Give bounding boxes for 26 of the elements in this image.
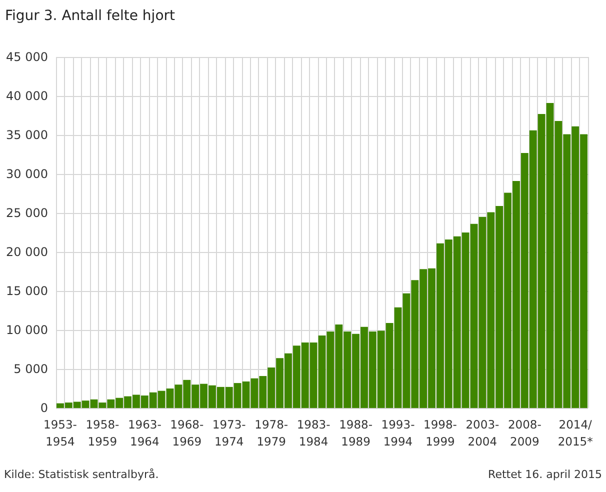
y-tick-label: 25 000 <box>6 206 48 220</box>
x-tick-label: 1988-1989 <box>339 418 372 448</box>
x-tick-label: 2003-2004 <box>466 418 500 448</box>
y-tick-label: 45 000 <box>6 50 48 64</box>
x-tick-label: 2014/2015* <box>558 418 594 448</box>
y-tick-label: 10 000 <box>6 323 48 337</box>
y-tick-label: 15 000 <box>6 284 48 298</box>
x-tick-label: 1973-1974 <box>212 418 246 448</box>
text: Kilde: Statistisk sentralbyrå. <box>4 468 159 481</box>
chart-title: Figur 3. Antall felte hjort <box>5 8 176 24</box>
x-tick-label: 1963-1964 <box>128 418 162 448</box>
y-tick-label: 30 000 <box>6 167 48 181</box>
x-tick-label: 1978-1979 <box>254 418 288 448</box>
y-tick-label: 35 000 <box>6 128 48 142</box>
y-tick-label: 40 000 <box>6 89 48 103</box>
x-tick-label: 1953-1954 <box>44 418 77 448</box>
x-tick-label: 1968-1969 <box>170 418 204 448</box>
x-tick-label: 1998-1999 <box>424 418 457 448</box>
text: Rettet 16. april 2015 <box>488 468 602 481</box>
y-tick-label: 0 <box>40 401 48 415</box>
x-tick-label: 2008-2009 <box>508 418 542 448</box>
y-tick-label: 20 000 <box>6 245 48 259</box>
x-tick-label: 1983-1984 <box>296 418 330 448</box>
y-tick-label: 5 000 <box>14 362 48 376</box>
x-tick-label: 1993-1994 <box>381 418 415 448</box>
x-tick-label: 1958-1959 <box>86 418 120 448</box>
